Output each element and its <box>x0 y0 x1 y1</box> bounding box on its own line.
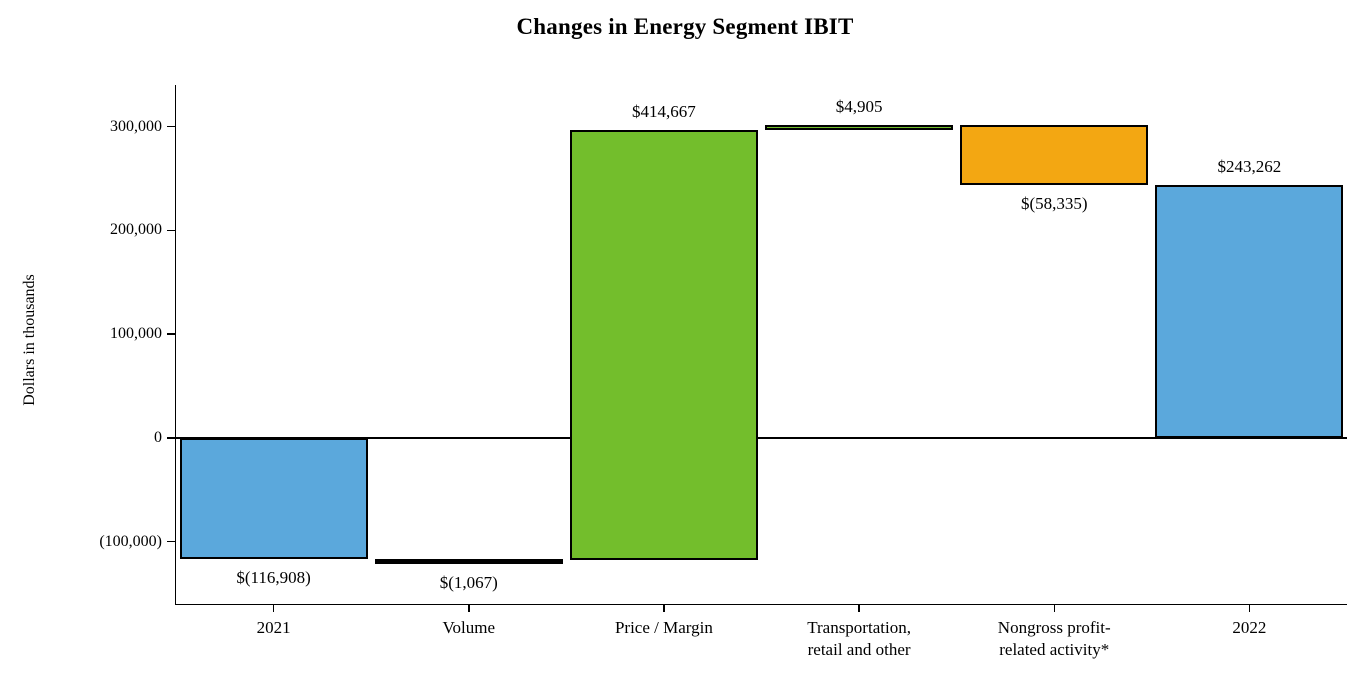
chart-title: Changes in Energy Segment IBIT <box>516 14 854 39</box>
y-tick-mark <box>167 540 176 543</box>
plot-area: 300,000 200,000 100,000 0 (100,000) $(116,908… <box>99 85 1347 659</box>
y-tick-label: 100,000 <box>110 325 162 343</box>
bar-2022 <box>1155 185 1344 438</box>
zero-axis-line <box>176 437 1347 439</box>
bar-transportation- <box>765 124 954 130</box>
x-tick-mark <box>858 604 860 612</box>
bar-value-label: $243,262 <box>1217 157 1282 177</box>
y-tick-mark <box>167 437 176 439</box>
bar-value-label: $(58,335) <box>1020 194 1088 214</box>
bar-2021 <box>179 437 368 560</box>
bar-price-margin <box>569 129 758 561</box>
y-tick-label: 200,000 <box>110 221 162 239</box>
x-tick-mark <box>272 604 275 612</box>
x-tick-label: Volume <box>442 618 496 637</box>
y-tick-label: 300,000 <box>110 117 162 135</box>
bar-volume <box>374 559 563 565</box>
bar-value-label: $(116,908) <box>236 568 311 588</box>
y-tick-label: (100,000) <box>99 532 162 550</box>
bar-value-label: $4,905 <box>835 96 883 116</box>
y-tick-mark <box>167 229 176 232</box>
x-tick-label: Price / Margin <box>614 618 713 637</box>
y-tick-mark <box>167 333 176 335</box>
x-tick-label: Nongross profit- related activity* <box>997 618 1111 659</box>
x-tick-label: Transportation, retail and other <box>807 618 911 659</box>
bar-nongross-profit- <box>960 124 1149 186</box>
y-tick-label: 0 <box>154 428 162 446</box>
x-tick-label: 2022 <box>1232 618 1267 637</box>
y-tick-mark <box>167 125 176 128</box>
x-tick-mark <box>663 604 665 612</box>
x-tick-mark <box>1248 604 1251 612</box>
x-tick-mark <box>1053 604 1055 612</box>
bar-value-label: $414,667 <box>632 101 696 121</box>
x-tick-mark <box>468 604 470 612</box>
y-axis-label: Dollars in thousands <box>21 274 38 406</box>
x-tick-label: 2021 <box>256 618 291 637</box>
bar-value-label: $(1,067) <box>439 573 498 593</box>
